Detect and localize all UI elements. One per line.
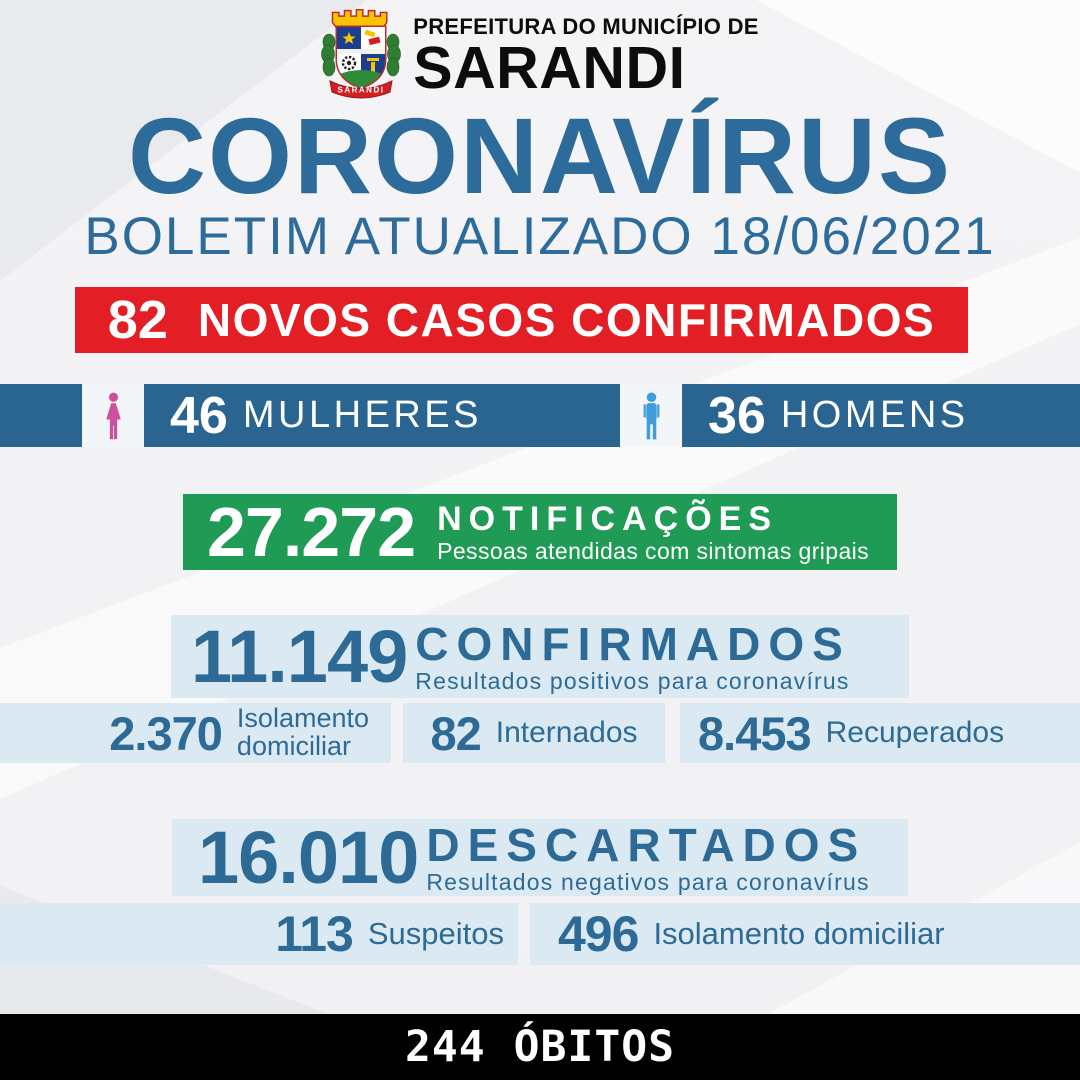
deaths-value: 244 <box>404 1022 486 1072</box>
notifications-value: 27.272 <box>207 493 416 571</box>
confirmed-label: CONFIRMADOS <box>415 617 851 670</box>
org-name-line2: SARANDI <box>413 34 686 101</box>
sarandi-crest-icon: SARANDI <box>321 6 402 105</box>
page-title: CORONAVÍRUS <box>127 95 953 216</box>
new-cases-label: NOVOS CASOS CONFIRMADOS <box>197 294 936 346</box>
discarded-sublabel: Resultados negativos para coronavírus <box>426 869 870 896</box>
hospitalized-box: 82 Internados <box>403 703 665 763</box>
suspected-label: Suspeitos <box>367 916 504 952</box>
men-label: HOMENS <box>780 394 969 436</box>
suspected-box: 113 Suspeitos <box>0 903 518 965</box>
notifications-label: NOTIFICAÇÕES <box>437 499 779 538</box>
suspected-home-isolation-box: 496 Isolamento domiciliar <box>530 903 1080 965</box>
org-name: PREFEITURA DO MUNICÍPIO DE SARANDI <box>413 14 759 101</box>
discarded-label: DESCARTADOS <box>426 818 867 871</box>
discarded-value: 16.010 <box>198 816 419 899</box>
new-cases-banner: 82 NOVOS CASOS CONFIRMADOS <box>75 287 968 353</box>
male-icon <box>620 384 682 447</box>
suspected-value: 113 <box>275 906 354 962</box>
confirmed-sublabel: Resultados positivos para coronavírus <box>415 668 850 695</box>
female-icon <box>82 384 144 447</box>
women-label: MULHERES <box>242 394 482 436</box>
home-isolation-box: 2.370 Isolamento domiciliar <box>0 703 391 763</box>
men-stat: 36 HOMENS <box>620 384 969 447</box>
home-isolation-label: Isolamento domiciliar <box>236 703 369 761</box>
hospitalized-label: Internados <box>495 715 638 749</box>
home-isolation-value: 2.370 <box>109 706 223 760</box>
recovered-label: Recuperados <box>825 715 1005 749</box>
men-count: 36 <box>708 386 766 445</box>
gender-bar: 46 MULHERES 36 HOMENS <box>0 384 1080 447</box>
deaths-label: ÓBITOS <box>513 1022 675 1072</box>
women-count: 46 <box>170 386 228 445</box>
discarded-box: 16.010 DESCARTADOS Resultados negativos … <box>172 816 908 899</box>
suspected-home-isolation-value: 496 <box>558 906 639 962</box>
hospitalized-value: 82 <box>430 706 481 760</box>
org-name-line1: PREFEITURA DO MUNICÍPIO DE <box>413 14 759 40</box>
women-stat: 46 MULHERES <box>82 384 482 447</box>
new-cases-value: 82 <box>107 290 168 350</box>
crest-banner-text: SARANDI <box>338 86 385 95</box>
notifications-sublabel: Pessoas atendidas com sintomas gripais <box>437 537 870 564</box>
header: SARANDI PREFEITURA DO MUNICÍPIO DE SARAN… <box>0 6 1080 105</box>
deaths-bar: 244 ÓBITOS <box>0 1014 1080 1080</box>
confirmed-box: 11.149 CONFIRMADOS Resultados positivos … <box>171 615 909 698</box>
recovered-box: 8.453 Recuperados <box>680 703 1080 763</box>
notifications-box: 27.272 NOTIFICAÇÕES Pessoas atendidas co… <box>183 493 897 571</box>
bulletin-date-subtitle: BOLETIM ATUALIZADO 18/06/2021 <box>84 207 996 266</box>
recovered-value: 8.453 <box>698 706 812 760</box>
confirmed-value: 11.149 <box>191 615 408 698</box>
suspected-home-isolation-label: Isolamento domiciliar <box>653 916 945 952</box>
